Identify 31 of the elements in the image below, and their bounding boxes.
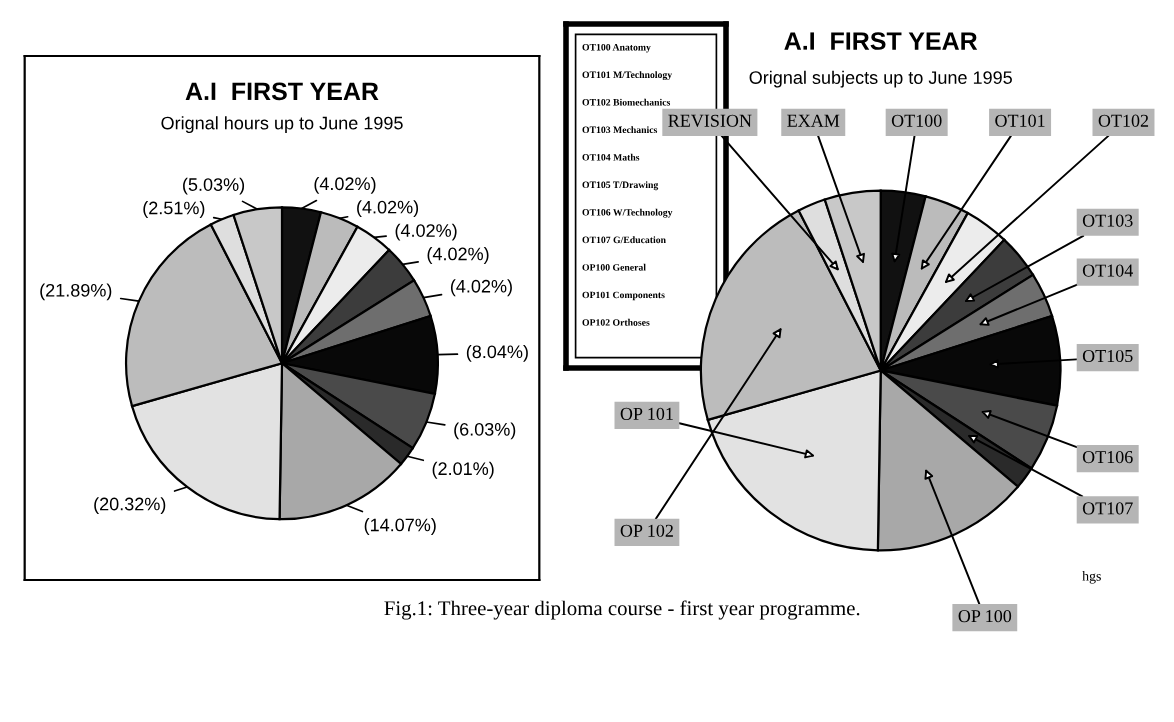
data-label: (14.07%) bbox=[364, 518, 436, 535]
data-label: (2.01%) bbox=[432, 461, 494, 479]
data-label: (21.89%) bbox=[40, 283, 112, 301]
data-label: (4.02%) bbox=[395, 223, 457, 241]
slice-label: OT107 bbox=[1082, 502, 1133, 515]
slice-label: EXAM bbox=[787, 114, 840, 127]
data-label: (4.02%) bbox=[357, 200, 419, 218]
slice-label: OT106 bbox=[1082, 450, 1133, 464]
data-label: (8.04%) bbox=[466, 344, 528, 362]
data-label: (4.02%) bbox=[427, 247, 489, 264]
slice-label: REVISION bbox=[668, 114, 752, 127]
data-label: (6.03%) bbox=[454, 422, 516, 440]
data-label: (2.51%) bbox=[143, 201, 205, 218]
slice-label: OT101 bbox=[995, 114, 1045, 127]
slice-label: OP 101 bbox=[620, 407, 673, 420]
chart-subtitle: Orignal subjects up to June 1995 bbox=[749, 70, 1012, 88]
slice-label: OT104 bbox=[1082, 264, 1133, 277]
slice-label: OT100 bbox=[891, 114, 942, 127]
slice-label: OT105 bbox=[1082, 349, 1133, 363]
data-label: (5.03%) bbox=[183, 177, 245, 195]
slice-label: OT103 bbox=[1082, 214, 1133, 227]
data-label: (4.02%) bbox=[314, 176, 376, 194]
data-label: (20.32%) bbox=[94, 497, 166, 514]
caption: Fig.1: Three-year diploma course - first year programme. bbox=[384, 600, 860, 620]
chart-subtitle: Orignal hours up to June 1995 bbox=[161, 116, 403, 134]
chart-title: A.I FIRST YEAR bbox=[185, 82, 379, 101]
slice-label: OP 102 bbox=[620, 524, 673, 537]
data-label: (4.02%) bbox=[450, 279, 512, 297]
slice-label: OP 100 bbox=[958, 610, 1012, 623]
chart-title: A.I FIRST YEAR bbox=[784, 32, 978, 50]
slice-label: OT102 bbox=[1098, 114, 1149, 127]
